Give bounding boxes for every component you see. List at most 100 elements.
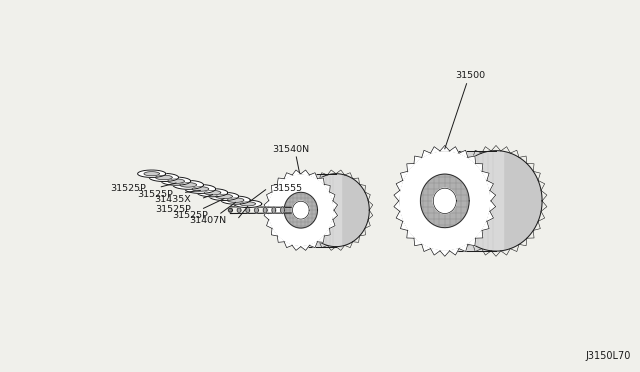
Polygon shape [490,190,496,201]
Polygon shape [255,208,259,213]
Polygon shape [292,170,301,175]
Polygon shape [420,174,469,228]
Polygon shape [185,185,216,193]
Polygon shape [309,242,317,248]
Polygon shape [487,180,493,190]
Polygon shape [216,194,232,199]
Polygon shape [284,242,292,248]
Polygon shape [317,178,324,185]
Polygon shape [271,185,277,192]
Polygon shape [414,156,422,164]
Polygon shape [482,221,489,230]
Polygon shape [394,201,400,211]
Text: 31407N: 31407N [189,216,226,225]
Polygon shape [476,164,483,171]
Polygon shape [234,200,262,208]
Polygon shape [333,210,338,219]
Polygon shape [317,236,324,242]
Polygon shape [263,207,267,213]
Polygon shape [284,173,292,179]
Polygon shape [407,230,414,238]
Polygon shape [221,196,250,204]
Polygon shape [396,180,403,190]
Polygon shape [301,174,341,247]
Polygon shape [149,173,179,182]
Polygon shape [264,201,269,210]
Polygon shape [399,151,491,251]
Polygon shape [161,177,191,185]
Polygon shape [277,236,284,242]
Polygon shape [431,248,440,255]
Polygon shape [440,251,450,256]
Polygon shape [414,238,422,246]
Polygon shape [476,230,483,238]
Polygon shape [324,185,330,192]
Text: J3150L70: J3150L70 [585,351,630,361]
Polygon shape [277,178,284,185]
Polygon shape [266,219,272,228]
Polygon shape [422,150,431,157]
Polygon shape [309,173,317,179]
Polygon shape [459,244,468,251]
Text: 31525P: 31525P [110,184,146,193]
Polygon shape [433,188,456,214]
Polygon shape [173,180,204,189]
Polygon shape [330,219,335,228]
Polygon shape [204,190,221,195]
Polygon shape [144,172,159,176]
Polygon shape [324,228,330,236]
Polygon shape [396,211,403,221]
Polygon shape [180,183,196,187]
Polygon shape [487,211,493,221]
Polygon shape [197,189,228,197]
Text: 31555: 31555 [272,184,302,193]
Polygon shape [407,164,414,171]
Text: 31435X: 31435X [154,195,191,204]
Polygon shape [401,171,408,180]
Polygon shape [264,210,269,219]
Polygon shape [292,246,301,250]
Polygon shape [280,207,284,214]
Polygon shape [227,198,244,202]
Polygon shape [301,246,309,250]
Text: 31525P: 31525P [172,211,208,219]
Polygon shape [292,201,309,219]
Polygon shape [266,192,272,201]
Polygon shape [450,248,459,255]
Text: 31500: 31500 [455,71,486,80]
Polygon shape [246,208,250,213]
Text: 31525P: 31525P [137,190,173,199]
Polygon shape [228,208,232,212]
Polygon shape [284,192,317,228]
Polygon shape [468,156,476,164]
Polygon shape [303,174,369,247]
Polygon shape [468,238,476,246]
Polygon shape [272,207,276,213]
Text: 31525P: 31525P [155,205,191,214]
Polygon shape [138,170,166,177]
Polygon shape [156,175,172,180]
Polygon shape [450,147,459,153]
Polygon shape [192,187,209,191]
Polygon shape [330,192,335,201]
Polygon shape [431,147,440,153]
Polygon shape [490,201,496,211]
Polygon shape [445,151,503,251]
Polygon shape [440,145,450,151]
Polygon shape [422,244,431,251]
Polygon shape [209,192,239,201]
Polygon shape [301,170,309,175]
Polygon shape [240,202,255,206]
Text: 31540N: 31540N [273,145,310,154]
Polygon shape [394,190,400,201]
Polygon shape [228,208,232,212]
Polygon shape [271,228,277,236]
Polygon shape [168,179,184,183]
Polygon shape [482,171,489,180]
Polygon shape [333,201,338,210]
Polygon shape [450,151,542,251]
Polygon shape [268,174,334,247]
Polygon shape [459,150,468,157]
Polygon shape [401,221,408,230]
Polygon shape [237,208,241,212]
